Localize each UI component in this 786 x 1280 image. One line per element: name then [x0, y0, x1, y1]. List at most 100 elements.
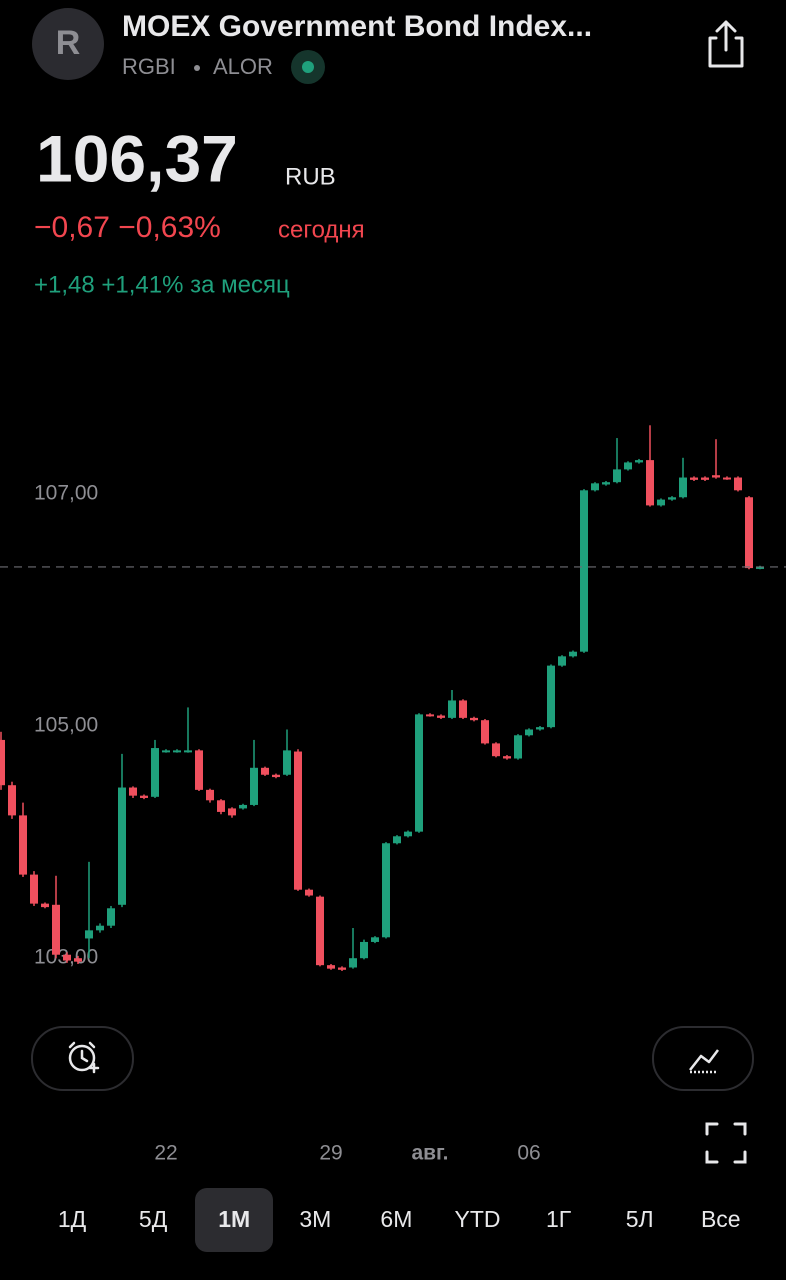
candle-body — [514, 735, 522, 759]
separator — [194, 65, 200, 71]
period-button[interactable]: 5Л — [626, 1206, 654, 1232]
candle-body — [536, 727, 544, 730]
broker: ALOR — [213, 54, 273, 79]
candle-body — [283, 750, 291, 775]
candle-body — [327, 965, 335, 969]
share-button[interactable] — [708, 20, 744, 68]
candle-body — [41, 903, 49, 908]
day-label: сегодня — [278, 216, 365, 243]
candle-body — [19, 815, 27, 875]
day-change: −0,67 −0,63% — [34, 211, 221, 244]
candle-body — [624, 462, 632, 470]
candle-body — [239, 804, 247, 809]
candle-body — [437, 715, 445, 718]
candle-body — [602, 482, 610, 485]
period-button[interactable]: Все — [701, 1206, 741, 1232]
candle-body — [690, 477, 698, 480]
y-tick-label: 107,00 — [34, 481, 98, 504]
candle-body — [217, 800, 225, 812]
candle-body — [360, 941, 368, 959]
candle-body — [349, 958, 357, 968]
candle-body — [657, 499, 665, 506]
x-tick-label: 22 — [154, 1142, 177, 1165]
period-bar: 1Д 5Д 1М 3М 6М YTD 1Г 5Л Все — [58, 1206, 741, 1232]
ticker: RGBI — [122, 54, 176, 79]
candle-body — [580, 490, 588, 652]
candle-body — [173, 750, 181, 753]
title: MOEX Government Bond Index... — [122, 10, 592, 43]
candle-body — [503, 756, 511, 759]
candle-body — [415, 714, 423, 832]
alert-button[interactable] — [31, 1026, 134, 1091]
candle-body — [459, 700, 467, 718]
period-button[interactable]: 1М — [218, 1206, 250, 1232]
candle-body — [668, 497, 676, 500]
candle-body — [635, 460, 643, 463]
x-tick-label: 29 — [319, 1142, 342, 1165]
period-button[interactable]: 3М — [299, 1206, 331, 1232]
candle-body — [8, 785, 16, 816]
candle-body — [470, 717, 478, 721]
candle-body — [734, 477, 742, 491]
candle-body — [261, 767, 269, 775]
candle-body — [426, 714, 434, 717]
candle-body — [613, 469, 621, 483]
period-button[interactable]: 6М — [380, 1206, 412, 1232]
candle-body — [30, 874, 38, 904]
x-tick-label: 06 — [517, 1142, 540, 1165]
candle-body — [338, 967, 346, 970]
candle-body — [393, 836, 401, 844]
period-button[interactable]: 1Г — [546, 1206, 572, 1232]
candle-body — [118, 787, 126, 905]
candle-body — [723, 477, 731, 480]
candle-body — [591, 483, 599, 491]
candle-body — [492, 743, 500, 757]
candle-body — [272, 774, 280, 778]
candle-body — [382, 843, 390, 938]
avatar — [32, 8, 104, 80]
candle-body — [206, 789, 214, 801]
candle-body — [481, 720, 489, 744]
fullscreen-button[interactable] — [705, 1122, 747, 1164]
selected-period — [195, 1188, 273, 1252]
period-button[interactable]: 1Д — [58, 1206, 87, 1232]
candle-body — [756, 566, 764, 569]
candle-body — [162, 750, 170, 753]
candle-body — [52, 904, 60, 955]
candle-body — [712, 475, 720, 478]
candle-body — [558, 656, 566, 666]
candle-body — [195, 750, 203, 790]
candle-body — [525, 729, 533, 736]
candle-body — [63, 954, 71, 961]
candle-body — [85, 930, 93, 939]
candle-body — [140, 795, 148, 798]
x-tick-label: авг. — [411, 1142, 448, 1165]
period-button[interactable]: YTD — [455, 1206, 501, 1232]
candle-body — [0, 739, 5, 786]
candle-body — [646, 460, 654, 506]
status-dot — [302, 61, 314, 73]
candle-body — [679, 477, 687, 498]
candle-body — [74, 958, 82, 962]
period-button[interactable]: 5Д — [139, 1206, 168, 1232]
candle-body — [129, 787, 137, 796]
chart-style-button[interactable] — [652, 1026, 754, 1091]
candle-body — [404, 831, 412, 837]
candle-body — [96, 925, 104, 931]
chart-style-icon — [689, 1049, 719, 1074]
candle-body — [701, 477, 709, 480]
candle-body — [569, 651, 577, 657]
candle-body — [305, 889, 313, 896]
month-change: +1,48 +1,41% за месяц — [34, 271, 290, 298]
currency: RUB — [285, 163, 336, 190]
candle-body — [294, 751, 302, 890]
avatar-letter: R — [56, 24, 81, 62]
candle-body — [316, 896, 324, 966]
candle-body — [547, 665, 555, 728]
candle-body — [184, 750, 192, 753]
candle-body — [151, 748, 159, 797]
candle-body — [745, 497, 753, 569]
